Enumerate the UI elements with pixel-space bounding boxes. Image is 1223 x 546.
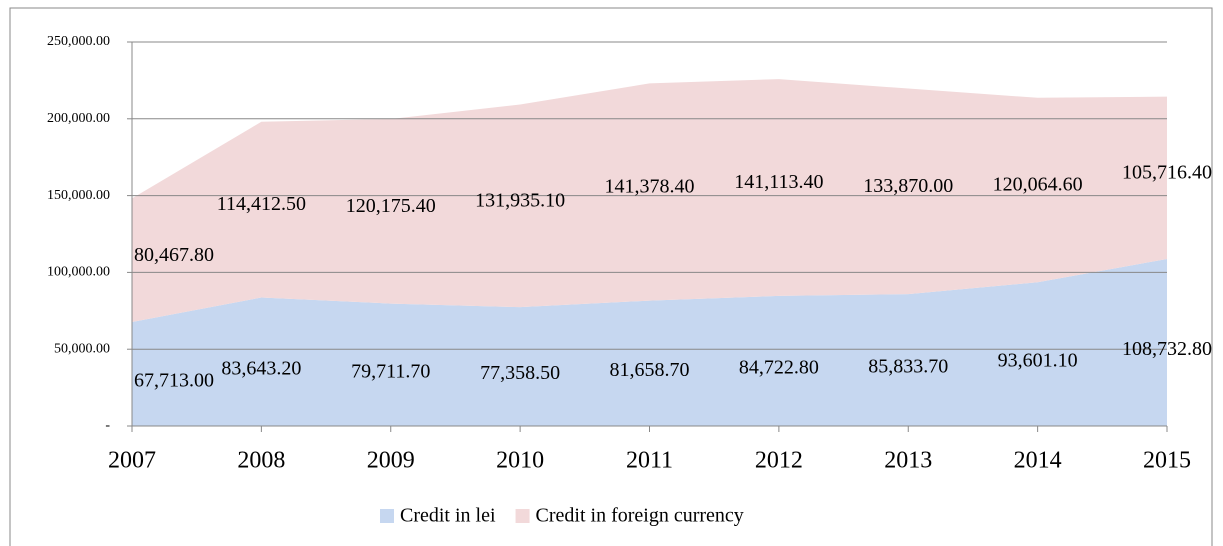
y-tick-label: 250,000.00 — [47, 34, 110, 49]
data-label: 120,175.40 — [346, 195, 436, 217]
x-tick-label: 2009 — [367, 448, 415, 474]
data-label: 133,870.00 — [863, 175, 953, 197]
x-tick-label: 2014 — [1014, 448, 1062, 474]
data-label: 84,722.80 — [739, 357, 819, 379]
x-tick-label: 2013 — [884, 448, 932, 474]
data-label: 108,732.80 — [1122, 338, 1212, 360]
data-label: 80,467.80 — [134, 244, 214, 266]
legend-swatch — [380, 509, 394, 523]
y-tick-label: - — [105, 418, 110, 433]
data-label: 141,378.40 — [605, 176, 695, 198]
data-label: 131,935.10 — [475, 189, 565, 211]
x-tick-label: 2008 — [237, 448, 285, 474]
chart-border — [9, 7, 1213, 546]
x-tick-label: 2015 — [1143, 448, 1191, 474]
data-label: 79,711.70 — [351, 360, 430, 382]
y-tick-label: 150,000.00 — [47, 188, 110, 203]
data-label: 81,658.70 — [610, 359, 690, 381]
data-label: 67,713.00 — [134, 370, 214, 392]
y-tick-label: 50,000.00 — [54, 341, 110, 356]
data-label: 85,833.70 — [868, 356, 948, 378]
legend-label: Credit in lei — [400, 505, 496, 527]
data-label: 141,113.40 — [734, 171, 823, 193]
data-label: 77,358.50 — [480, 362, 560, 384]
y-tick-label: 200,000.00 — [47, 111, 110, 126]
legend-swatch — [515, 509, 530, 523]
area — [132, 79, 1167, 322]
y-tick-label: 100,000.00 — [47, 265, 110, 280]
x-tick-label: 2007 — [108, 448, 156, 474]
data-label: 83,643.20 — [221, 357, 301, 379]
area — [132, 258, 1167, 426]
legend-label: Credit in foreign currency — [536, 505, 744, 527]
x-tick-label: 2012 — [755, 448, 803, 474]
data-label: 105,716.40 — [1122, 161, 1212, 183]
x-tick-label: 2011 — [626, 448, 673, 474]
x-tick-label: 2010 — [496, 448, 544, 474]
data-label: 120,064.60 — [993, 174, 1083, 196]
data-label: 93,601.10 — [998, 350, 1078, 372]
data-label: 114,412.50 — [217, 193, 306, 215]
